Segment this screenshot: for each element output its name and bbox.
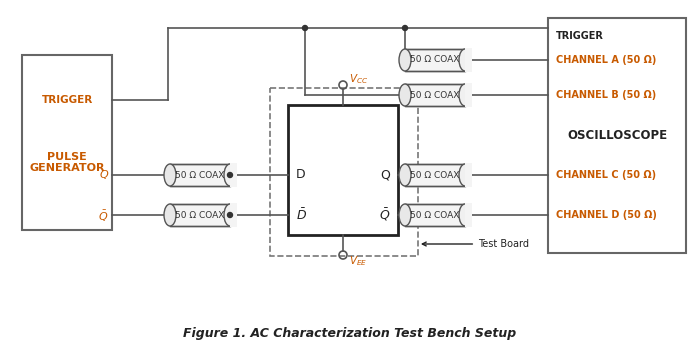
Ellipse shape [164, 204, 176, 226]
Ellipse shape [224, 164, 236, 186]
Ellipse shape [459, 204, 471, 226]
Text: Test Board: Test Board [422, 239, 529, 249]
Circle shape [402, 26, 407, 30]
Text: Figure 1. AC Characterization Test Bench Setup: Figure 1. AC Characterization Test Bench… [183, 327, 517, 340]
Text: $V_{EE}$: $V_{EE}$ [349, 254, 368, 268]
Ellipse shape [399, 164, 411, 186]
Text: PULSE
GENERATOR: PULSE GENERATOR [29, 152, 105, 173]
Text: OSCILLOSCOPE: OSCILLOSCOPE [567, 129, 667, 142]
FancyBboxPatch shape [405, 49, 465, 71]
Ellipse shape [459, 84, 471, 106]
Text: $\bar{D}$: $\bar{D}$ [296, 207, 307, 223]
FancyBboxPatch shape [465, 48, 472, 72]
FancyBboxPatch shape [405, 204, 465, 226]
FancyBboxPatch shape [465, 203, 472, 227]
Text: 50 Ω COAX: 50 Ω COAX [175, 170, 225, 180]
Text: D: D [296, 168, 306, 182]
Text: 50 Ω COAX: 50 Ω COAX [410, 210, 460, 219]
Text: 50 Ω COAX: 50 Ω COAX [410, 91, 460, 99]
Ellipse shape [459, 49, 471, 71]
FancyBboxPatch shape [405, 84, 465, 106]
FancyBboxPatch shape [230, 203, 237, 227]
Circle shape [228, 212, 232, 217]
Text: 50 Ω COAX: 50 Ω COAX [175, 210, 225, 219]
FancyBboxPatch shape [405, 164, 465, 186]
Text: CHANNEL B (50 Ω): CHANNEL B (50 Ω) [556, 90, 657, 100]
FancyBboxPatch shape [230, 163, 237, 187]
Ellipse shape [164, 164, 176, 186]
Text: CHANNEL C (50 Ω): CHANNEL C (50 Ω) [556, 170, 656, 180]
Text: TRIGGER: TRIGGER [556, 31, 604, 41]
Text: Q: Q [99, 170, 108, 180]
Text: $V_{CC}$: $V_{CC}$ [349, 72, 368, 86]
Text: 50 Ω COAX: 50 Ω COAX [410, 56, 460, 64]
Ellipse shape [399, 204, 411, 226]
Bar [270, 88, 418, 256]
Ellipse shape [399, 49, 411, 71]
Text: $\bar{Q}$: $\bar{Q}$ [98, 208, 108, 224]
Bar [288, 105, 398, 235]
Bar [548, 18, 686, 253]
FancyBboxPatch shape [465, 83, 472, 107]
Bar [22, 55, 112, 230]
Text: $\bar{Q}$: $\bar{Q}$ [379, 207, 390, 223]
Ellipse shape [224, 204, 236, 226]
FancyBboxPatch shape [170, 164, 230, 186]
FancyBboxPatch shape [465, 163, 472, 187]
Ellipse shape [459, 164, 471, 186]
Circle shape [228, 173, 232, 177]
Text: CHANNEL D (50 Ω): CHANNEL D (50 Ω) [556, 210, 657, 220]
Ellipse shape [399, 84, 411, 106]
Text: 50 Ω COAX: 50 Ω COAX [410, 170, 460, 180]
Circle shape [302, 26, 307, 30]
Text: CHANNEL A (50 Ω): CHANNEL A (50 Ω) [556, 55, 657, 65]
Text: Q: Q [380, 168, 390, 182]
FancyBboxPatch shape [170, 204, 230, 226]
Text: TRIGGER: TRIGGER [41, 95, 92, 105]
